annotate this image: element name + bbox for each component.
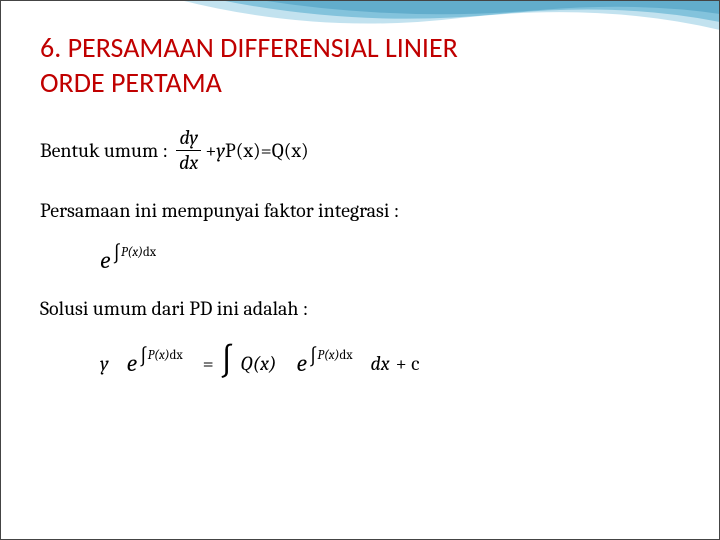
line-persamaan: Persamaan ini mempunyai faktor integrasi… <box>40 199 680 222</box>
fraction-dy-dx: dy dx <box>176 128 201 173</box>
line-bentuk-umum: Bentuk umum : dy dx + y P(x) = Q(x) <box>40 128 680 173</box>
sol-e-left: e <box>127 351 137 375</box>
integrating-factor: e ∫ P(x) dx <box>100 248 680 273</box>
px-term: P(x) <box>225 139 261 162</box>
sol-equals: = <box>203 352 214 375</box>
bentuk-label: Bentuk umum : <box>40 139 172 162</box>
sol-plus-c: + c <box>396 352 420 375</box>
big-integral-sign-icon: ∫ <box>220 344 234 378</box>
sol-dx: dx <box>370 352 389 375</box>
line-solusi: Solusi umum dari PD ini adalah : <box>40 297 680 320</box>
exp-superscript: ∫ P(x) dx <box>112 242 156 262</box>
exp-integrand: P(x) <box>121 245 143 260</box>
slide-content: 6. PERSAMAAN DIFFERENSIAL LINIER ORDE PE… <box>0 0 720 400</box>
sol-exp-integrand-left: P(x) <box>148 348 170 363</box>
integral-sign-icon: ∫ <box>112 244 121 264</box>
persamaan-label: Persamaan ini mempunyai faktor integrasi… <box>40 199 399 222</box>
sol-exp-dx-left: dx <box>170 348 183 363</box>
equation-general-form: dy dx + y P(x) = Q(x) <box>172 128 309 173</box>
sol-e-right: e <box>296 351 306 375</box>
sol-exp-left: e ∫ P(x) dx <box>127 351 183 375</box>
slide-title: 6. PERSAMAAN DIFFERENSIAL LINIER ORDE PE… <box>40 30 680 100</box>
equals-sign: = <box>261 139 272 162</box>
sol-exp-integrand-right: P(x) <box>317 348 339 363</box>
frac-numerator: dy <box>176 128 201 151</box>
sol-exp-dx-right: dx <box>339 348 352 363</box>
integral-sign-icon: ∫ <box>139 347 148 367</box>
frac-denominator: dx <box>176 151 201 173</box>
integral-sign-icon: ∫ <box>309 347 318 367</box>
plus-sign: + <box>205 139 216 162</box>
exp-dx: dx <box>143 245 156 260</box>
equation-solution: y e ∫ P(x) dx = ∫ Q(x) e ∫ P(x) dx dx + … <box>100 346 680 380</box>
sol-exp-right: e ∫ P(x) dx <box>296 351 352 375</box>
sol-y: y <box>100 352 109 375</box>
var-y: y <box>216 139 225 162</box>
sol-qx: Q(x) <box>240 352 276 375</box>
solusi-label: Solusi umum dari PD ini adalah : <box>40 297 308 320</box>
qx-term: Q(x) <box>272 139 309 162</box>
exp-base-e: e <box>100 248 110 272</box>
